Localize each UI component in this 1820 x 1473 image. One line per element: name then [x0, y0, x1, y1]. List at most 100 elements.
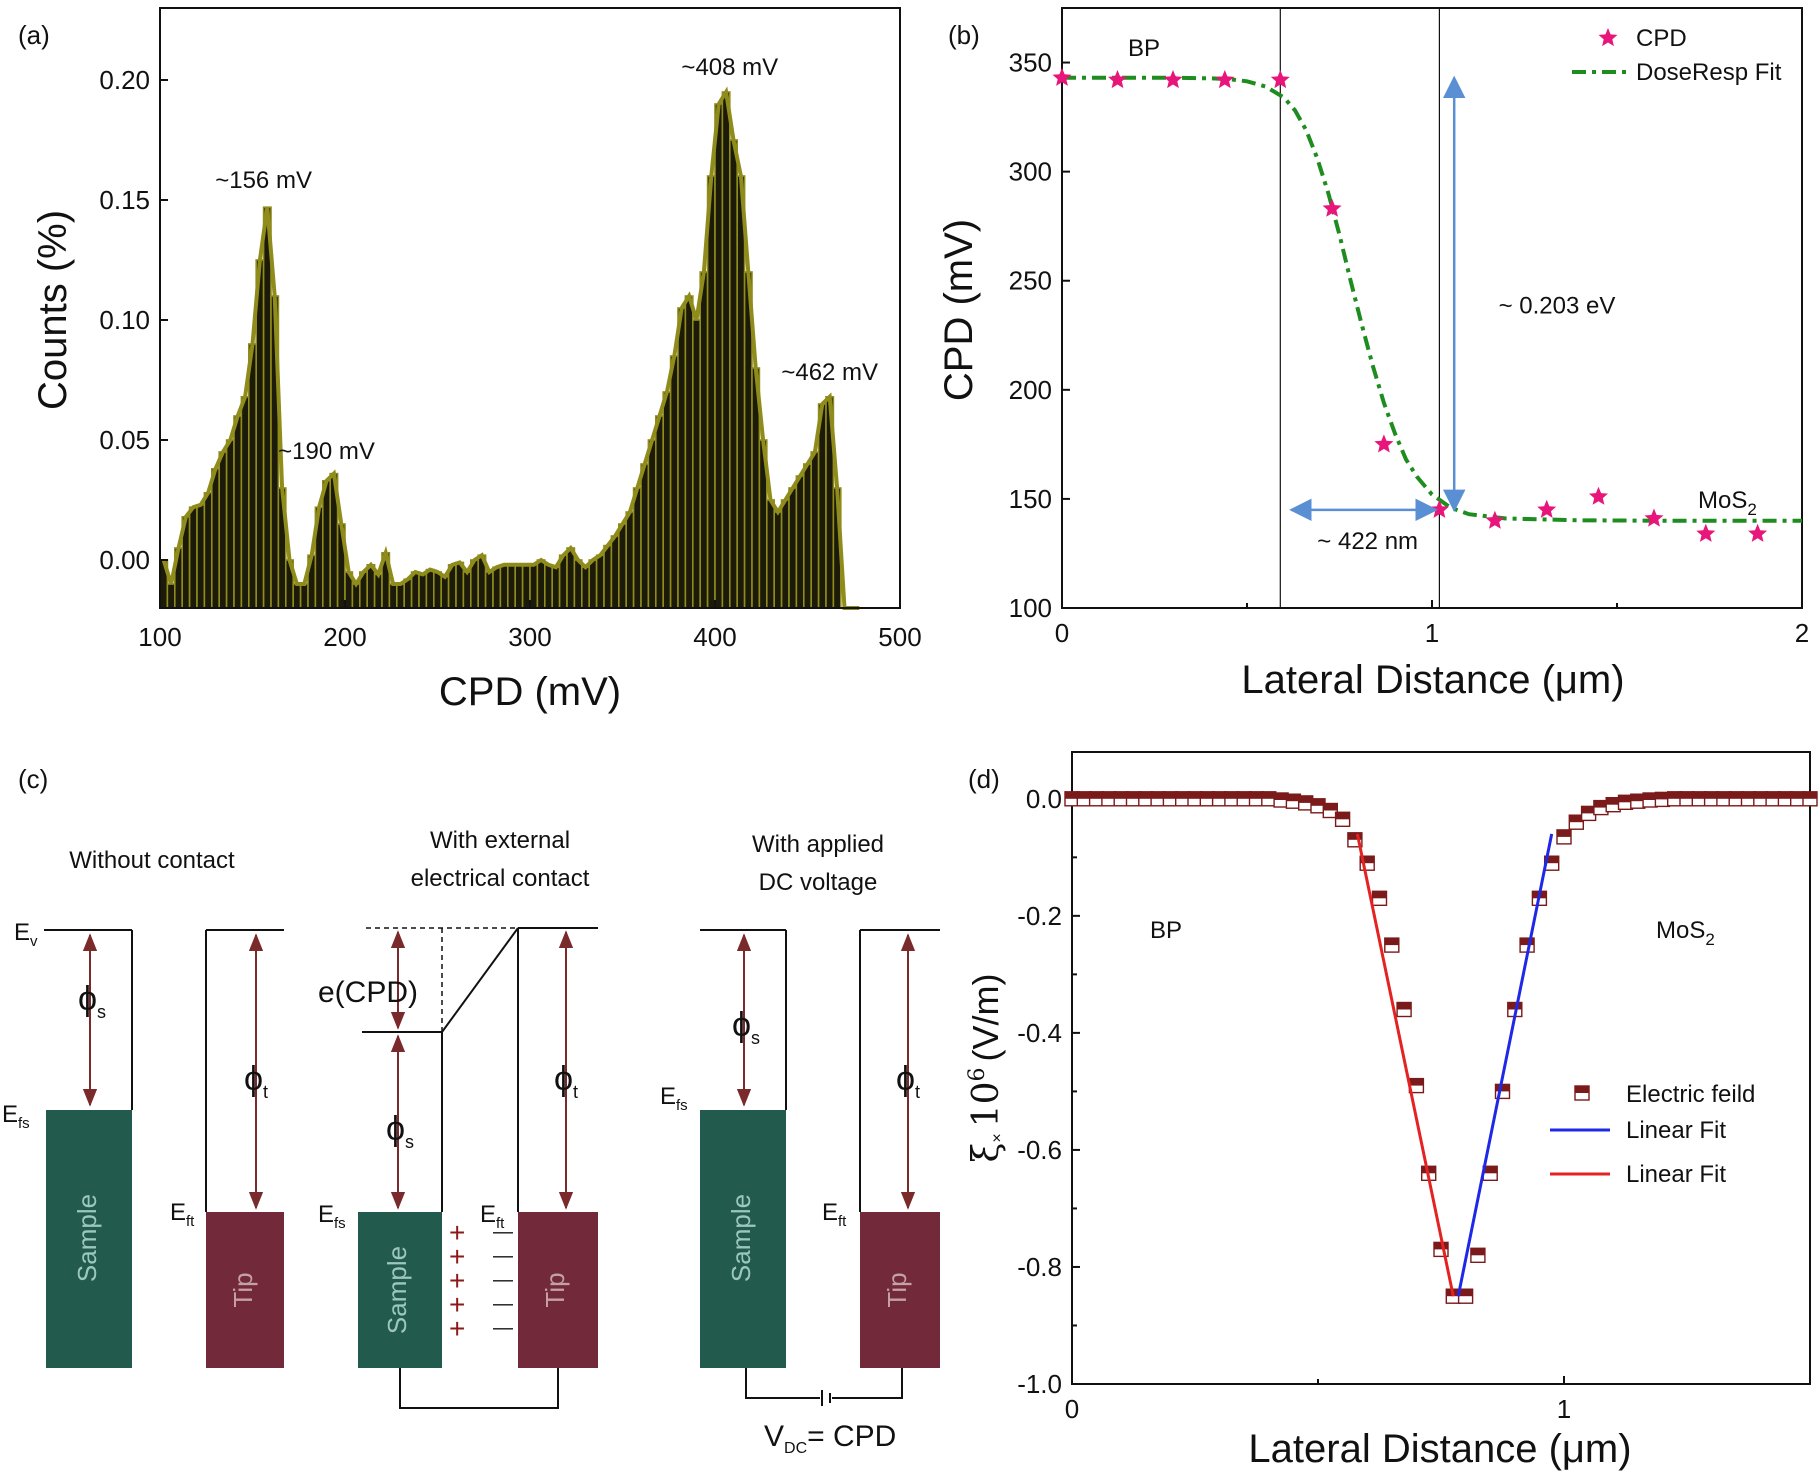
histogram-bar: [255, 259, 265, 609]
label-efs-3: Efs: [660, 1083, 688, 1114]
histogram-bar: [455, 561, 465, 609]
histogram-bar: [388, 583, 398, 609]
linear-fit-line: [1355, 833, 1455, 1297]
histogram-bar: [595, 554, 605, 609]
electric-field-point-fill: [1101, 791, 1116, 799]
label-ev: Ev: [14, 919, 38, 950]
panel-b-xlabel: Lateral Distance (μm): [1241, 658, 1624, 702]
y-tick-label: 0.0: [1026, 784, 1062, 814]
electric-field-point-fill: [1397, 1002, 1412, 1010]
panel-b-ticks: 0 1 2 100 150 200 250 300 350: [1009, 48, 1810, 648]
y-tick-label: 200: [1009, 375, 1052, 405]
histogram-bar: [788, 487, 798, 609]
electric-field-point-fill: [1716, 791, 1731, 799]
electric-field-point-fill: [1175, 791, 1190, 799]
electric-field-point-fill: [1483, 1166, 1498, 1174]
sample-block-3: [700, 1110, 786, 1368]
electric-field-point-fill: [1237, 791, 1252, 799]
minus-charge: —: [493, 1269, 513, 1291]
cpd-star-point: [1052, 67, 1072, 86]
panel-d-bp-label: BP: [1150, 917, 1182, 944]
tip-block: [206, 1212, 284, 1368]
phi-s-label-2: ϕs: [386, 1110, 414, 1152]
panel-b-annotation: ~ 0.203 eV: [1499, 292, 1616, 319]
label-efs: Efs: [2, 1101, 30, 1132]
y-tick-label: -0.8: [1017, 1252, 1062, 1282]
header-dc-voltage-line2: DC voltage: [759, 869, 878, 896]
electric-field-point-fill: [1274, 793, 1289, 800]
y-tick-label: 300: [1009, 157, 1052, 187]
electric-field-point-fill: [1630, 794, 1645, 802]
panel-d-ticks: 0 1 0.0 -0.2 -0.4 -0.6 -0.8 -1.0: [1017, 784, 1571, 1424]
legend-fit-label: DoseResp Fit: [1636, 59, 1782, 86]
electric-field-point-fill: [1384, 938, 1399, 946]
cpd-star-point: [1374, 434, 1394, 453]
diagram-without-contact: Ev ϕs Efs Sample ϕt Eft Tip: [2, 919, 284, 1368]
y-tick-label: 100: [1009, 593, 1052, 623]
electric-field-point-fill: [1790, 791, 1805, 799]
electric-field-point-fill: [1544, 856, 1559, 864]
header-dc-voltage-line1: With applied: [752, 831, 884, 858]
histogram-bar: [529, 563, 539, 609]
x-tick-label: 500: [878, 622, 921, 652]
histogram-bar: [684, 295, 694, 609]
phi-t-label: ϕt: [244, 1060, 268, 1102]
histogram-bar: [691, 319, 701, 609]
minus-charge: —: [493, 1221, 513, 1243]
minus-charge: —: [493, 1293, 513, 1315]
panel-b-plot: ~ 0.203 eV ~ 422 nm: [1052, 8, 1802, 608]
histogram-bar: [403, 578, 413, 609]
electric-field-point-fill: [1126, 791, 1141, 799]
panel-d-xlabel: Lateral Distance (μm): [1248, 1427, 1631, 1471]
cpd-star-point: [1644, 508, 1664, 527]
panel-a-histogram: (a) 100 200 300 400 5000.000.050.100.150.20 …: [18, 7, 922, 714]
electric-field-point-fill: [1495, 1084, 1510, 1092]
histogram-bar: [795, 475, 805, 609]
panel-c-band-diagrams: (c) Without contact With external electr…: [2, 764, 940, 1457]
histogram-bar: [514, 563, 524, 609]
electric-field-point-fill: [1434, 1242, 1448, 1250]
histogram-bar: [292, 583, 302, 609]
y-tick-label: -0.6: [1017, 1135, 1062, 1165]
x-tick-label: 2: [1795, 618, 1809, 648]
histogram-bar: [410, 571, 420, 609]
histogram-bar: [166, 583, 176, 609]
electric-field-point-fill: [1286, 794, 1301, 802]
peak-annotation: ~462 mV: [781, 359, 878, 386]
electric-field-point-fill: [1151, 791, 1166, 799]
electric-field-point-fill: [1335, 812, 1350, 820]
histogram-bar: [225, 439, 235, 609]
diagram-dc-voltage: ϕs Efs Sample ϕt Eft Tip VDC= CPD: [660, 929, 940, 1457]
histogram-bar: [810, 451, 820, 609]
panel-b-bp-label: BP: [1128, 35, 1160, 62]
y-tick-label: 250: [1009, 266, 1052, 296]
histogram-bar: [728, 139, 738, 609]
x-tick-label: 100: [138, 622, 181, 652]
label-eft: Eft: [170, 1199, 195, 1230]
cpd-star-point: [1696, 523, 1716, 542]
cpd-star-point: [1270, 70, 1290, 89]
histogram-outline: [161, 86, 860, 610]
histogram-bar: [233, 415, 243, 609]
electric-field-point-fill: [1089, 791, 1104, 799]
sample-label-3: Sample: [726, 1194, 756, 1282]
electric-field-point-fill: [1077, 791, 1092, 799]
cpd-star-point: [1163, 70, 1183, 89]
panel-a-ylabel: Counts (%): [31, 210, 75, 410]
histogram-bar: [521, 563, 531, 609]
y-tick-label: 150: [1009, 484, 1052, 514]
electric-field-point-fill: [1557, 829, 1571, 837]
histogram-bar: [536, 559, 546, 609]
electric-field-point-fill: [1188, 791, 1202, 799]
electric-field-point-fill: [1520, 938, 1535, 946]
plus-charge: +: [449, 1289, 465, 1320]
panel-a-ticks: 100 200 300 400 500 0.00 0.05 0.10 0.15 0.20: [99, 65, 921, 652]
histogram-bar: [603, 544, 613, 609]
electric-field-point-fill: [1704, 791, 1719, 799]
panel-d-mos2-label: MoS2: [1656, 917, 1715, 949]
sample-block: [46, 1110, 132, 1368]
electric-field-point-fill: [1347, 832, 1362, 840]
panel-b-ylabel: CPD (mV): [937, 219, 981, 401]
panel-a-xlabel: CPD (mV): [439, 670, 621, 714]
